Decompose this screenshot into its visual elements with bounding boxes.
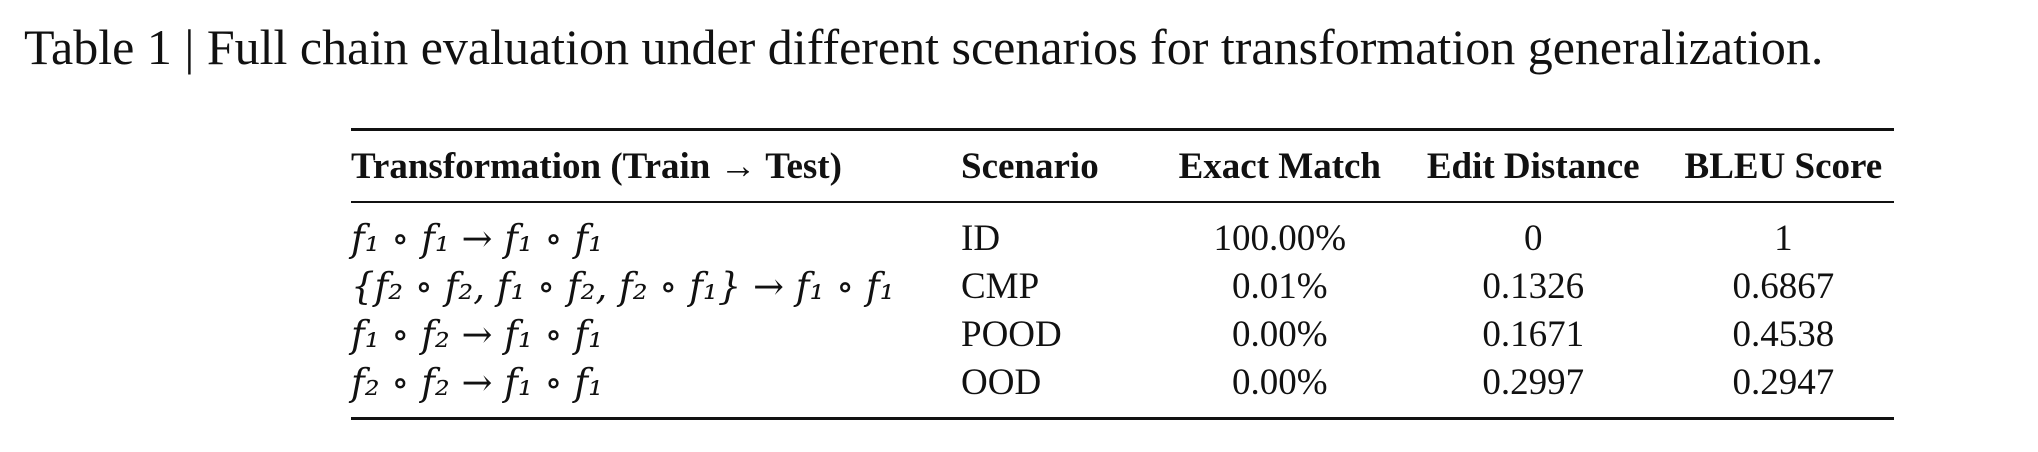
table-row: {f₂ ∘ f₂, f₁ ∘ f₂, f₂ ∘ f₁} → f₁ ∘ f₁ CM… xyxy=(351,263,1894,311)
cell-edit-distance: 0.1671 xyxy=(1482,314,1585,355)
cell-transformation: {f₂ ∘ f₂, f₁ ∘ f₂, f₂ ∘ f₁} → f₁ ∘ f₁ xyxy=(351,265,895,308)
header-bleu-score: BLEU Score xyxy=(1684,146,1883,187)
cell-exact-match: 0.01% xyxy=(1232,266,1328,307)
table-row: f₁ ∘ f₂ → f₁ ∘ f₁ POOD 0.00% 0.1671 0.45… xyxy=(351,311,1894,359)
cell-exact-match: 100.00% xyxy=(1213,218,1347,259)
cell-edit-distance: 0.2997 xyxy=(1482,362,1585,403)
table-header-row: Transformation (Train → Test) Scenario E… xyxy=(351,129,1894,202)
cell-scenario: OOD xyxy=(961,362,1042,403)
cell-transformation: f₁ ∘ f₁ → f₁ ∘ f₁ xyxy=(351,217,603,260)
header-edit-distance: Edit Distance xyxy=(1426,146,1640,187)
cell-scenario: ID xyxy=(961,218,1001,259)
cell-transformation: f₁ ∘ f₂ → f₁ ∘ f₁ xyxy=(351,313,603,356)
cell-edit-distance: 0.1326 xyxy=(1482,266,1585,307)
header-exact-match: Exact Match xyxy=(1178,146,1382,187)
cell-bleu-score: 0.2947 xyxy=(1732,362,1835,403)
cell-scenario: CMP xyxy=(961,266,1040,307)
table-row: f₁ ∘ f₁ → f₁ ∘ f₁ ID 100.00% 0 1 xyxy=(351,202,1894,263)
cell-edit-distance: 0 xyxy=(1523,218,1543,259)
cell-exact-match: 0.00% xyxy=(1232,314,1328,355)
header-transformation: Transformation (Train → Test) xyxy=(351,146,842,187)
results-table: Transformation (Train → Test) Scenario E… xyxy=(351,128,1894,420)
table-caption: Table 1 | Full chain evaluation under di… xyxy=(24,19,1824,75)
results-table-container: Transformation (Train → Test) Scenario E… xyxy=(351,128,1894,420)
cell-scenario: POOD xyxy=(961,314,1062,355)
cell-bleu-score: 1 xyxy=(1774,218,1793,259)
table-row: f₂ ∘ f₂ → f₁ ∘ f₁ OOD 0.00% 0.2997 0.294… xyxy=(351,359,1894,419)
cell-exact-match: 0.00% xyxy=(1232,362,1328,403)
cell-bleu-score: 0.6867 xyxy=(1732,266,1835,307)
cell-bleu-score: 0.4538 xyxy=(1732,314,1835,355)
header-scenario: Scenario xyxy=(961,146,1099,187)
cell-transformation: f₂ ∘ f₂ → f₁ ∘ f₁ xyxy=(351,361,603,404)
